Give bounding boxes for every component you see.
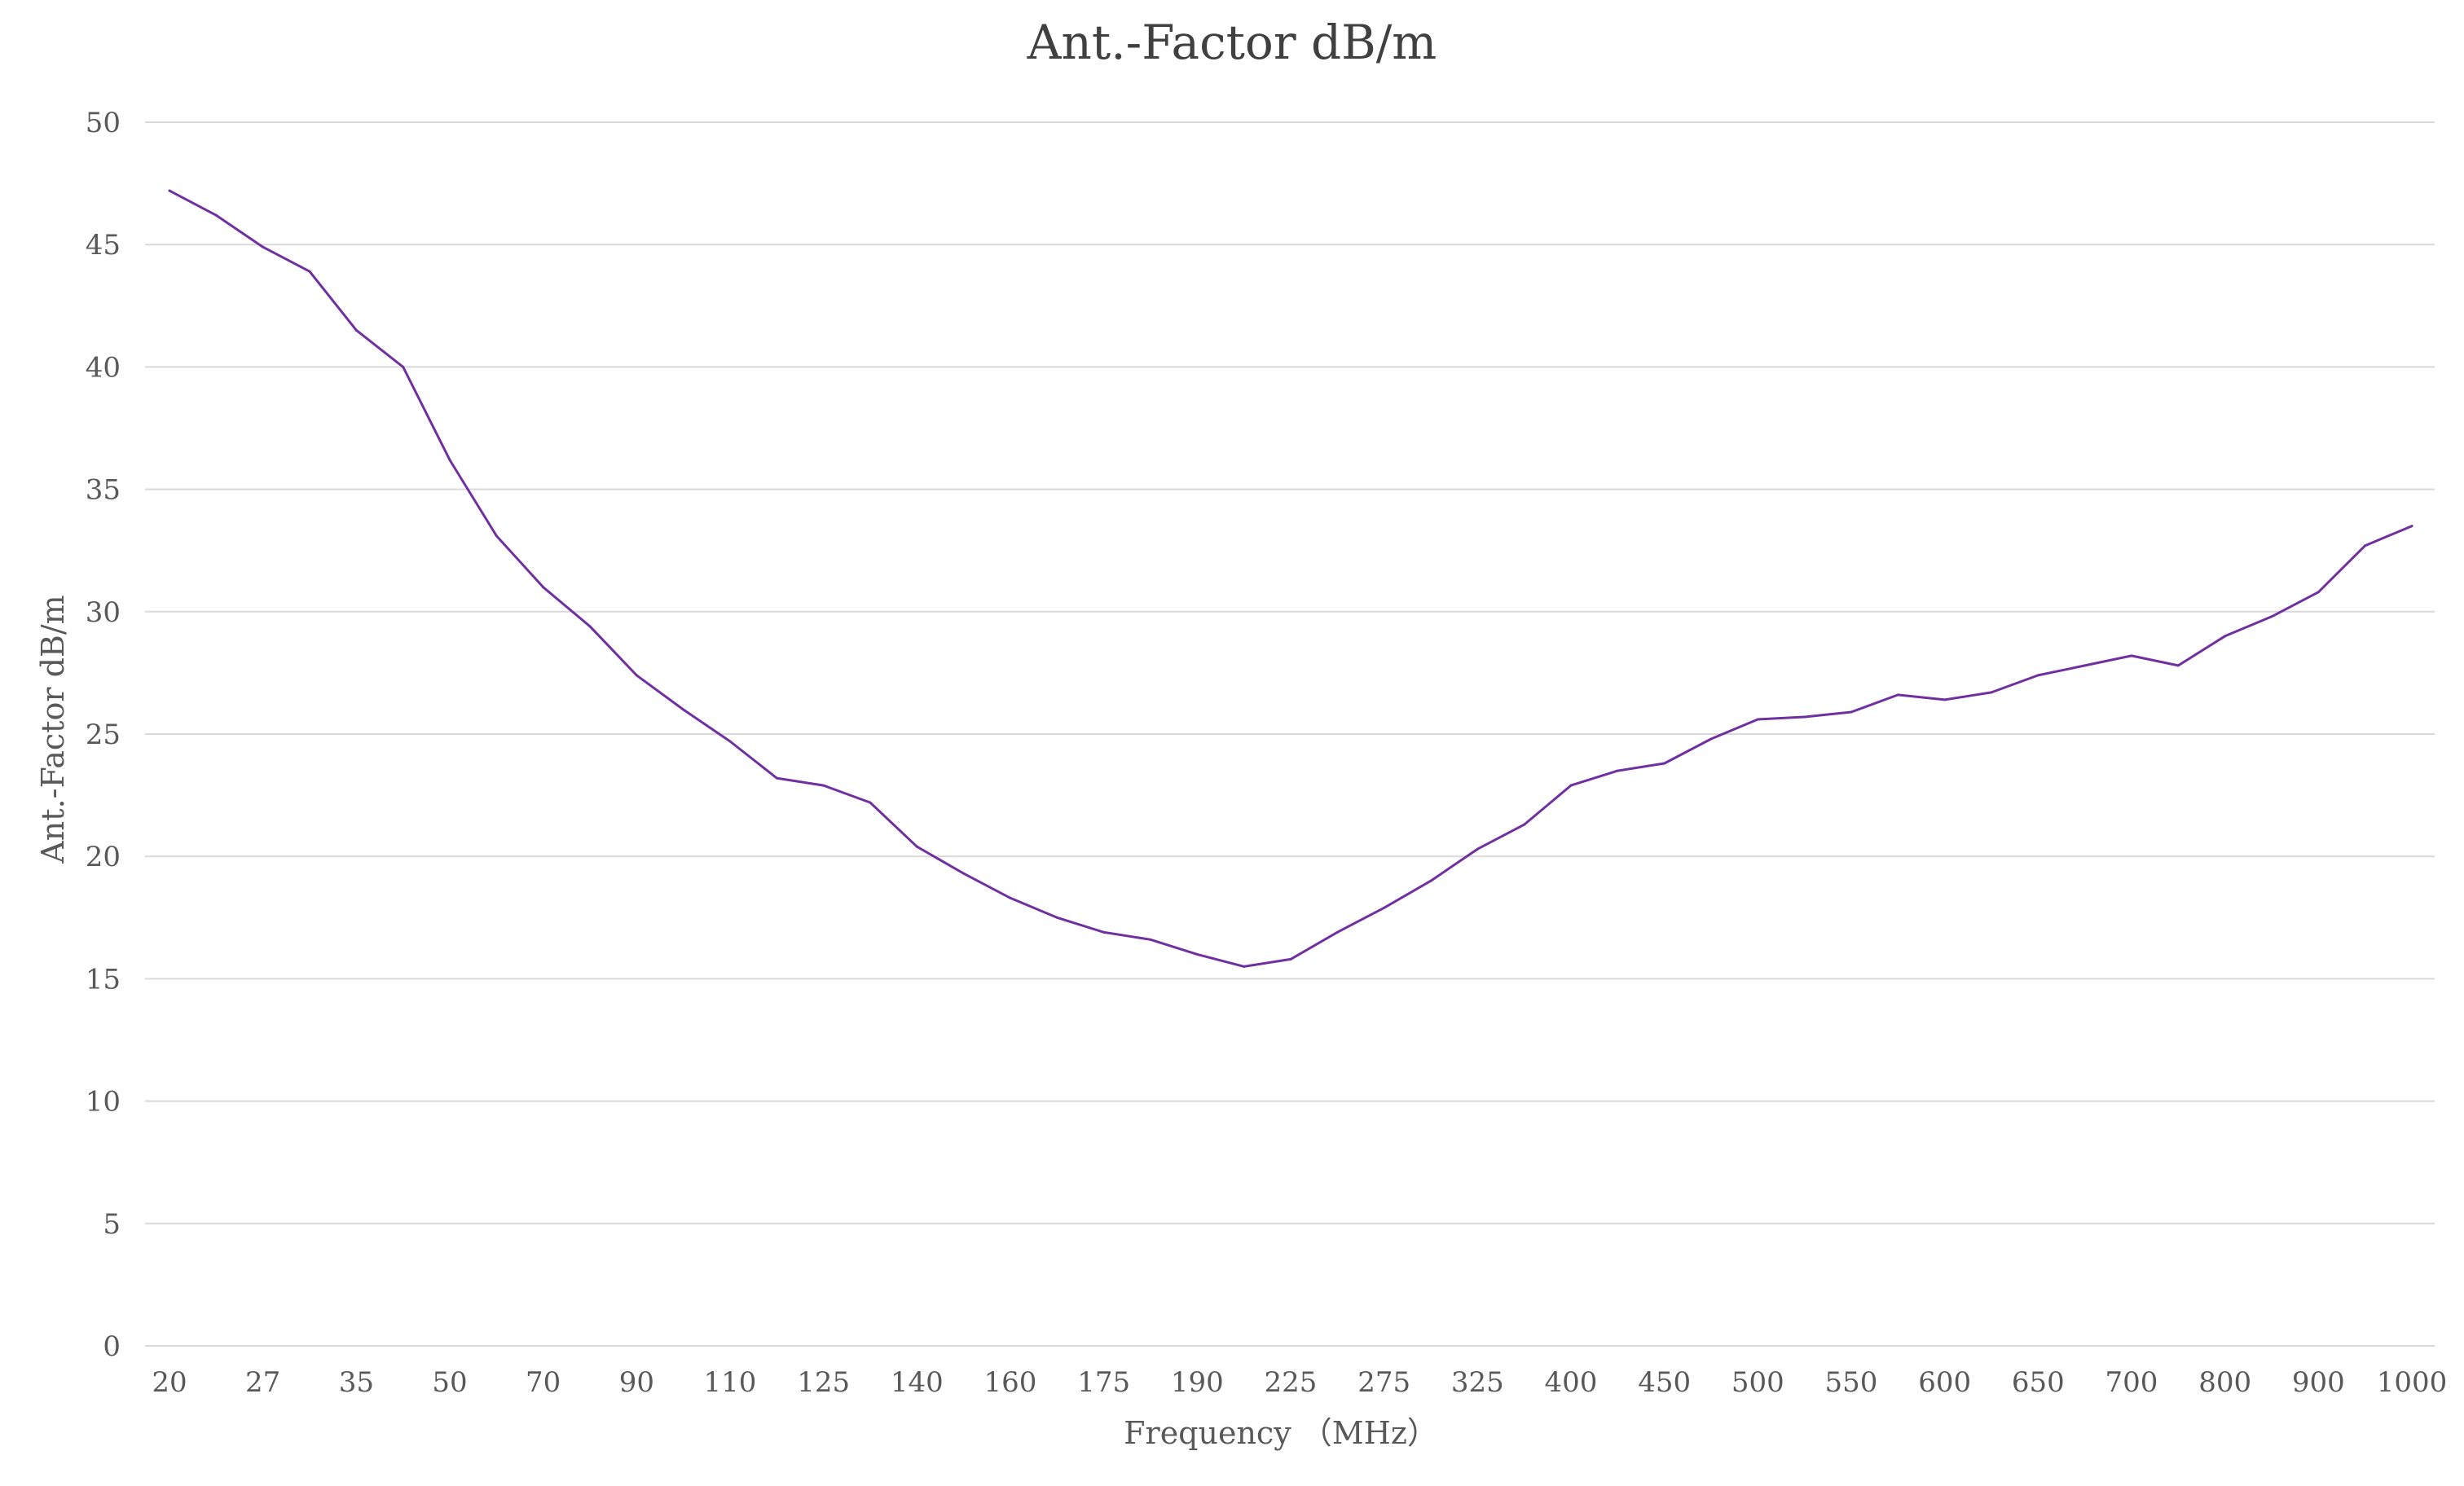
data-point — [1616, 769, 1619, 772]
data-point — [822, 784, 825, 787]
data-point — [2364, 544, 2367, 547]
x-tick-label: 50 — [432, 1366, 467, 1399]
data-point — [402, 365, 405, 368]
x-tick-label: 110 — [704, 1366, 757, 1399]
data-point — [915, 845, 918, 848]
data-point — [1943, 698, 1947, 701]
x-tick-label: 325 — [1451, 1366, 1504, 1399]
data-point — [2176, 664, 2180, 667]
x-tick-label: 400 — [1545, 1366, 1598, 1399]
data-point — [1896, 693, 1899, 697]
data-point — [2410, 525, 2413, 528]
data-point — [2224, 635, 2227, 638]
series-layer — [168, 189, 2413, 968]
x-tick-label: 70 — [526, 1366, 561, 1399]
x-tick-label: 700 — [2105, 1366, 2158, 1399]
data-point — [1102, 930, 1106, 934]
x-tick-label: 900 — [2292, 1366, 2345, 1399]
data-point — [168, 189, 171, 192]
x-tick-label: 190 — [1171, 1366, 1224, 1399]
data-point — [1756, 718, 1759, 721]
data-point — [2317, 591, 2320, 594]
data-point — [1009, 896, 1012, 899]
y-tick-label: 25 — [86, 719, 121, 751]
x-tick-label: 600 — [1918, 1366, 1971, 1399]
data-point — [2130, 654, 2133, 657]
chart-title: Ant.-Factor dB/m — [1027, 15, 1437, 70]
data-point — [1289, 957, 1292, 961]
data-point — [448, 459, 451, 462]
data-point — [775, 776, 778, 780]
x-tick-label: 20 — [152, 1366, 187, 1399]
grid-lines — [145, 121, 2435, 1347]
y-tick-label: 20 — [86, 841, 121, 873]
data-point — [1149, 938, 1152, 941]
y-tick-label: 35 — [86, 474, 121, 507]
data-point — [1523, 823, 1526, 826]
x-tick-label: 27 — [245, 1366, 280, 1399]
data-point — [1569, 784, 1573, 787]
data-point — [962, 872, 966, 875]
data-point — [2270, 615, 2273, 618]
x-tick-label: 175 — [1077, 1366, 1130, 1399]
x-tick-label: 650 — [2012, 1366, 2065, 1399]
data-point — [1476, 847, 1479, 851]
data-point — [1055, 916, 1058, 919]
y-tick-label: 30 — [86, 596, 121, 629]
data-point — [2036, 674, 2039, 677]
data-point — [214, 213, 218, 217]
x-tick-label: 275 — [1357, 1366, 1410, 1399]
y-tick-label: 40 — [86, 351, 121, 384]
series-line-0 — [168, 189, 2413, 968]
y-tick-label: 10 — [86, 1086, 121, 1119]
data-point — [354, 328, 358, 332]
data-point — [262, 245, 265, 248]
data-point — [1803, 715, 1806, 719]
x-tick-label: 140 — [891, 1366, 944, 1399]
x-tick-label: 800 — [2198, 1366, 2251, 1399]
y-tick-label: 5 — [103, 1208, 121, 1241]
x-tick-label: 450 — [1638, 1366, 1691, 1399]
x-tick-label: 225 — [1265, 1366, 1318, 1399]
data-point — [1709, 737, 1713, 741]
x-tick-label: 160 — [984, 1366, 1037, 1399]
x-tick-label: 125 — [797, 1366, 850, 1399]
data-point — [495, 534, 498, 538]
x-tick-label: 35 — [339, 1366, 374, 1399]
data-point — [542, 586, 545, 589]
data-point — [1429, 879, 1432, 882]
y-tick-label: 0 — [103, 1330, 121, 1363]
data-point — [635, 674, 638, 677]
data-point — [308, 270, 311, 273]
data-point — [1990, 691, 1993, 694]
data-point — [2083, 664, 2087, 667]
y-tick-label: 15 — [86, 963, 121, 996]
data-point — [728, 740, 732, 743]
x-axis-ticks: 20 27 35 50 70 90 110 125 140 160 175 190 225 275 325 4… — [152, 1366, 2447, 1399]
data-point — [869, 801, 872, 804]
data-point — [588, 625, 592, 628]
y-axis-label: Ant.-Factor dB/m — [35, 595, 71, 864]
y-tick-label: 50 — [86, 107, 121, 139]
x-axis-label: Frequency （MHz） — [1124, 1415, 1438, 1451]
data-point — [1383, 906, 1386, 909]
y-tick-label: 45 — [86, 229, 121, 262]
data-point — [682, 708, 685, 711]
data-point — [1850, 710, 1853, 714]
data-point — [1663, 762, 1666, 765]
data-point — [1335, 930, 1339, 934]
data-point — [1243, 965, 1246, 968]
y-axis-ticks: 0 5 10 15 20 25 30 35 40 45 50 — [86, 107, 121, 1363]
x-tick-label: 90 — [619, 1366, 654, 1399]
x-tick-label: 500 — [1731, 1366, 1784, 1399]
x-tick-label: 1000 — [2377, 1366, 2448, 1399]
x-tick-label: 550 — [1825, 1366, 1878, 1399]
data-point — [1195, 952, 1199, 956]
